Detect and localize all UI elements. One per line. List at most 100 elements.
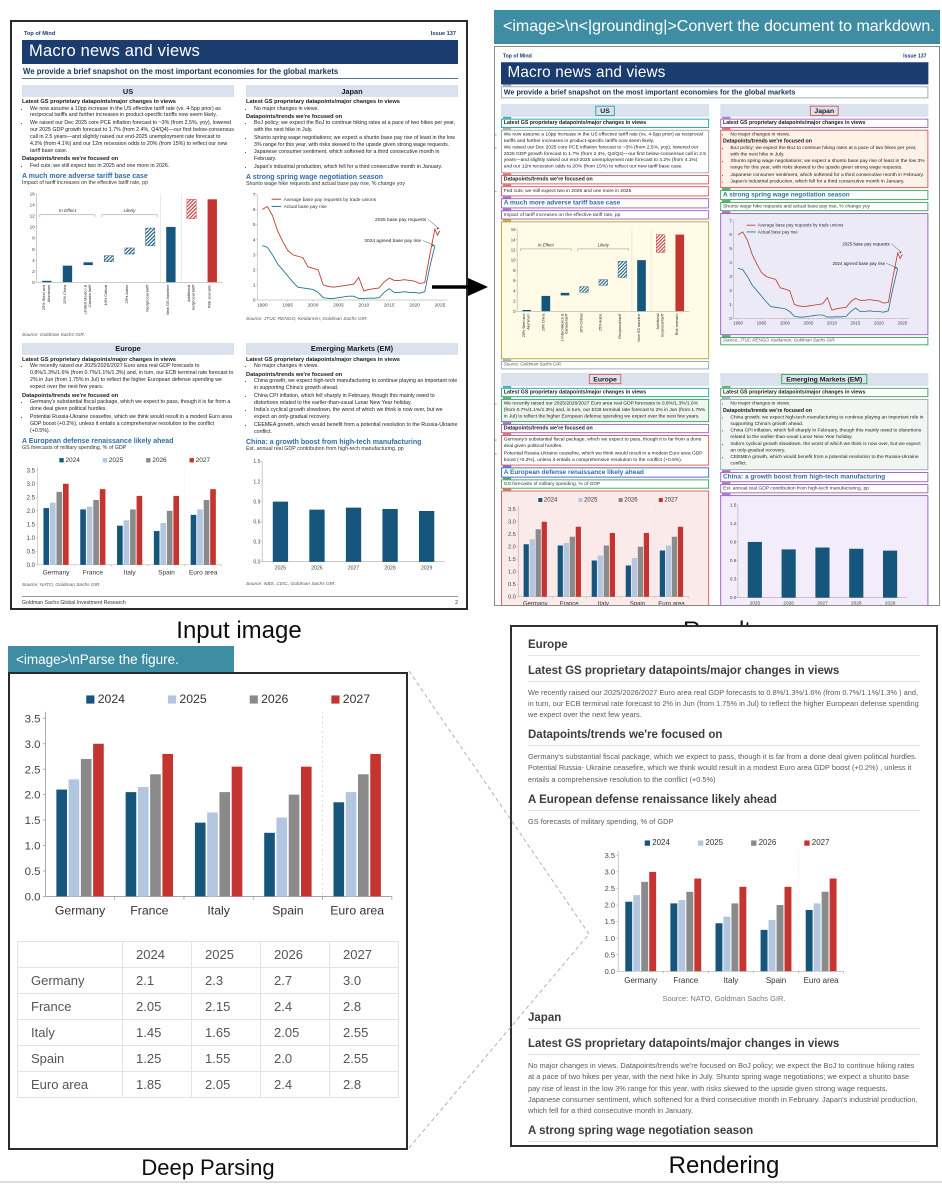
bullet-item: CEEMEA growth, which would benefit from … xyxy=(730,455,925,468)
grounding-tag xyxy=(502,116,512,119)
grounding-tag xyxy=(722,211,731,214)
svg-text:7: 7 xyxy=(729,219,732,224)
section-header-label: Europe xyxy=(115,344,141,354)
grounding-tag xyxy=(722,335,731,338)
chart-caption: Source: NATO, Goldman Sachs GIR. xyxy=(662,994,786,1004)
input-image-label: Input image xyxy=(176,617,302,644)
chart-block: 0 1 2 3 4 5 6 7 1990 1995 2000 2005 2010 2015 2020 2025… xyxy=(720,211,929,336)
svg-text:2: 2 xyxy=(513,299,516,304)
svg-text:0.0: 0.0 xyxy=(253,560,260,566)
rendered-chart: 0.0 0.5 1.0 1.5 2.0 2.5 3.0 3.5 Germany France Ita… xyxy=(528,833,920,993)
svg-text:0.0: 0.0 xyxy=(25,891,41,903)
svg-text:Canada tariff: Canada tariff xyxy=(565,313,569,335)
svg-text:Aluminum: Aluminum xyxy=(46,285,51,302)
table-row: Germany 2.1 2.3 2.7 3.0 xyxy=(17,967,399,995)
svg-text:Spain: Spain xyxy=(766,976,786,985)
svg-text:In Effect: In Effect xyxy=(59,209,77,214)
chart-block: 0 2 4 6 8 10 12 14 16 25% Steel and Aluminum 20% Ch… xyxy=(501,219,710,360)
bullet-item: China growth; we expect high-tech manufa… xyxy=(254,378,458,392)
chart-subtitle: Est. annual real GDP contribution from h… xyxy=(720,482,929,494)
bullet-list: BoJ policy; we expect the BoJ to continu… xyxy=(723,145,926,185)
block-group: No major changes in views.Datapoints/tre… xyxy=(720,127,929,189)
table-cell: 2.05 xyxy=(122,993,192,1021)
bullet-list: No major changes in views. xyxy=(246,106,458,113)
table-header-cell: 2027 xyxy=(329,941,399,969)
svg-text:8: 8 xyxy=(32,236,35,241)
china-manufacturing-chart: 0.0 0.3 0.6 0.9 1.2 1.5 2025 2026 2027 2028 2029 xyxy=(253,459,445,572)
parse-prompt-text: <image>\nParse the figure. xyxy=(16,651,179,667)
markdown-heading: Datapoints/trends we're focused on xyxy=(528,729,920,747)
bullet-item: India's cyclical growth slowdown, the wo… xyxy=(730,441,925,454)
svg-text:1.5: 1.5 xyxy=(730,503,737,508)
svg-text:2024 agreed base pay rise: 2024 agreed base pay rise xyxy=(364,238,421,244)
footer-left: Goldman Sachs Global Investment Research xyxy=(22,599,126,606)
table-cell: 2.0 xyxy=(260,1045,330,1073)
svg-text:0: 0 xyxy=(513,309,516,314)
bullet-list: We now assume a 10pp increase in the US … xyxy=(501,127,710,174)
svg-text:6: 6 xyxy=(253,207,256,213)
svg-text:1.0: 1.0 xyxy=(508,570,516,576)
gs-document-input: Top of Mind Issue 137 Macro news and views… xyxy=(22,30,458,606)
svg-text:New GS baseline: New GS baseline xyxy=(165,285,170,315)
section-header-label: US xyxy=(595,105,615,116)
wage-negotiation-chart: 0 1 2 3 4 5 6 7 1990 1995 2000 2005 2010 2015 2020 2025… xyxy=(729,219,910,326)
svg-text:Italy: Italy xyxy=(598,602,609,606)
svg-text:2026: 2026 xyxy=(261,692,288,706)
bullet-item: Potential Russia-Ukraine ceasefire, whic… xyxy=(504,451,707,464)
svg-text:6: 6 xyxy=(729,233,732,238)
svg-text:Likely: Likely xyxy=(124,209,137,214)
chart-source: Source: Goldman Sachs GIR. xyxy=(501,359,710,370)
svg-text:4: 4 xyxy=(729,260,732,265)
svg-text:France: France xyxy=(83,570,104,577)
bullet-item: Fed cuts; we still expect two in 2025 an… xyxy=(30,163,234,170)
svg-text:2020: 2020 xyxy=(874,321,884,326)
section-header: Europe xyxy=(501,372,710,386)
doc-heading: Latest GS proprietary datapoints/major c… xyxy=(501,116,710,128)
table-cell: 2.7 xyxy=(260,967,330,995)
doc-heading: Datapoints/trends we're focused on xyxy=(246,113,343,120)
grounding-tag xyxy=(502,359,512,362)
bullet-list: Germany's substantial fiscal package, wh… xyxy=(501,433,710,466)
block-group: No major changes in views.Datapoints/tre… xyxy=(246,363,458,435)
bullet-item: Shunto spring wage negotiations; we expe… xyxy=(730,159,925,172)
svg-text:2025: 2025 xyxy=(584,498,598,504)
section-header-label: Japan xyxy=(341,86,363,96)
svg-text:16: 16 xyxy=(30,192,36,197)
chart-title: A strong spring wage negotiation season xyxy=(720,188,929,201)
svg-text:1.5: 1.5 xyxy=(27,523,36,529)
markdown-paragraph: Germany's substantial fiscal package, wh… xyxy=(528,752,917,784)
svg-text:Euro area: Euro area xyxy=(658,602,685,606)
bullet-item: Japanese consumer sentiment, which softe… xyxy=(254,149,458,163)
bullet-list: Germany's substantial fiscal package, wh… xyxy=(22,399,234,434)
svg-text:Germany: Germany xyxy=(43,570,70,577)
chart-source: Source: NBS, CEIC, Goldman Sachs GIR. xyxy=(246,581,336,587)
svg-text:6: 6 xyxy=(513,279,516,284)
svg-text:Reciprocal tariff: Reciprocal tariff xyxy=(618,313,622,339)
section-header-label: Emerging Markets (EM) xyxy=(781,374,867,385)
svg-text:Additional: Additional xyxy=(656,314,660,330)
svg-text:2.0: 2.0 xyxy=(508,545,516,551)
figure-bottom-rule xyxy=(0,1181,942,1183)
doc-heading: Latest GS proprietary datapoints/major c… xyxy=(246,356,400,363)
doc-section: Emerging Markets (EM) Latest GS proprieta… xyxy=(720,371,929,606)
chart-subtitle: Impact of tariff increases on the effect… xyxy=(501,208,710,220)
military-spending-chart: 0.0 0.5 1.0 1.5 2.0 2.5 3.0 3.5 Germany France Ita… xyxy=(25,692,393,917)
svg-text:Italy: Italy xyxy=(207,903,230,917)
rendering-panel: Europe Latest GS proprietary datapoints/m… xyxy=(510,625,938,1147)
svg-text:0: 0 xyxy=(32,280,35,285)
bullet-item: We raised our Dec 2025 core PCE inflatio… xyxy=(504,145,707,171)
chart-block: 0 1 2 3 4 5 6 7 1990 1995 2000 2005 2010 2015 2020 2025… xyxy=(246,188,458,316)
bullet-item: We now assume a 10pp increase in the US … xyxy=(30,106,234,120)
svg-text:1990: 1990 xyxy=(257,303,268,309)
input-image-panel: Top of Mind Issue 137 Macro news and views… xyxy=(10,20,468,610)
svg-text:2029: 2029 xyxy=(885,601,896,606)
svg-text:1.2: 1.2 xyxy=(730,521,737,526)
svg-text:2027: 2027 xyxy=(348,566,359,572)
military-spending-chart: 0.0 0.5 1.0 1.5 2.0 2.5 3.0 3.5 Germany France Ita… xyxy=(605,838,844,985)
deep-parsing-label: Deep Parsing xyxy=(141,1155,275,1180)
svg-text:Euro area: Euro area xyxy=(189,570,218,577)
svg-text:1.5: 1.5 xyxy=(253,459,260,465)
table-header-cell: 2025 xyxy=(191,941,261,969)
markdown-heading: Latest GS proprietary datapoints/major c… xyxy=(528,665,920,682)
